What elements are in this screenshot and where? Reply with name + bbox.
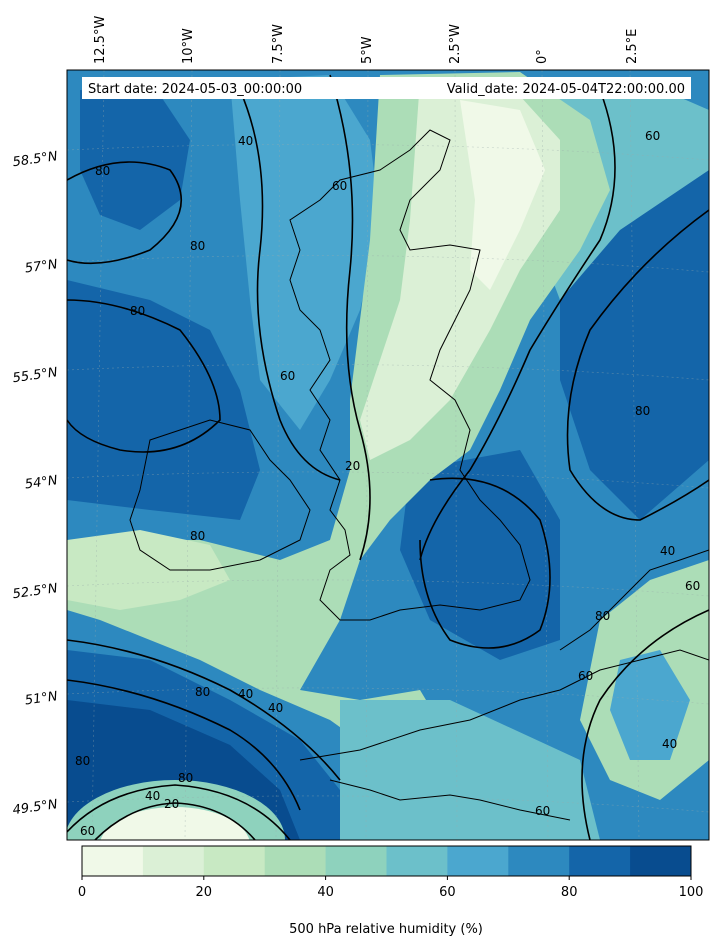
start-date-label: Start date: 2024-05-03_00:00:00 <box>88 82 302 97</box>
contour-label-40: 40 <box>660 544 675 558</box>
colorbar-tick-80: 80 <box>561 885 578 900</box>
contour-label-80: 80 <box>190 239 205 253</box>
coastlines <box>129 129 709 821</box>
contour-label-20: 20 <box>164 797 179 811</box>
graticule <box>67 70 709 840</box>
contour-label-60: 60 <box>280 369 295 383</box>
colorbar-segment <box>264 846 327 876</box>
contour-label-80: 80 <box>190 529 205 543</box>
coastline-ireland <box>129 419 311 571</box>
contour-label-60: 60 <box>80 824 95 838</box>
map-border <box>66 69 710 841</box>
lat-label-54n: 54°N <box>24 473 59 492</box>
lon-label-2-5w: 2.5°W <box>448 24 463 64</box>
lat-label-51n: 51°N <box>24 689 59 708</box>
colorbar <box>82 846 692 876</box>
humidity-field-driest-core <box>460 100 545 290</box>
colorbar-segment <box>142 846 205 876</box>
coastline-france <box>299 649 709 761</box>
colorbar-segment <box>386 846 448 876</box>
lon-label-7-5w: 7.5°W <box>271 24 286 64</box>
contour-label-60: 60 <box>578 669 593 683</box>
contour-label-80: 80 <box>75 754 90 768</box>
lat-label-49-5n: 49.5°N <box>12 797 59 818</box>
contour-label-40: 40 <box>145 789 160 803</box>
colorbar-segment <box>630 846 692 876</box>
contour-label-80: 80 <box>635 404 650 418</box>
contour-label-40: 40 <box>238 134 253 148</box>
colorbar-segment <box>82 846 144 876</box>
contour-label-60: 60 <box>535 804 550 818</box>
contour-line <box>566 209 709 521</box>
contour-label-20: 20 <box>345 459 360 473</box>
humidity-field-dry-southwest <box>67 530 230 610</box>
humidity-field-southeast-moist <box>610 650 690 760</box>
coastline-brittany <box>329 779 571 821</box>
latitude-labels: 58.5°N 57°N 55.5°N 54°N 52.5°N 51°N 49.5… <box>12 149 59 818</box>
colorbar-tick-100: 100 <box>679 885 704 900</box>
contour-line <box>67 161 183 265</box>
contour-label-60: 60 <box>645 129 660 143</box>
colorbar-tick-40: 40 <box>317 885 334 900</box>
lat-label-58-5n: 58.5°N <box>12 149 59 170</box>
colorbar-title: 500 hPa relative humidity (%) <box>289 922 483 937</box>
longitude-labels: 12.5°W 10°W 7.5°W 5°W 2.5°W 0° 2.5°E <box>93 16 640 64</box>
contour-line <box>329 74 371 561</box>
colorbar-segment <box>325 846 387 876</box>
header-box <box>82 77 691 99</box>
contour-label-80: 80 <box>95 164 110 178</box>
colorbar-tick-60: 60 <box>439 885 456 900</box>
colorbar-tick-0: 0 <box>78 885 86 900</box>
contour-line <box>67 679 301 811</box>
valid-date-label: Valid_date: 2024-05-04T22:00:00.00 <box>447 82 685 97</box>
map-area: 40 60 60 80 80 80 80 80 60 20 40 60 80 6… <box>67 70 709 840</box>
contour-line <box>67 784 291 840</box>
colorbar-border <box>81 845 692 877</box>
contour-label-40: 40 <box>662 737 677 751</box>
contour-line <box>239 89 341 481</box>
lon-label-5w: 5°W <box>360 36 375 64</box>
contour-label-60: 60 <box>685 579 700 593</box>
contour-line <box>581 609 709 840</box>
colorbar-segment <box>203 846 266 876</box>
colorbar-segment <box>447 846 509 876</box>
contour-label-80: 80 <box>595 609 610 623</box>
lat-label-57n: 57°N <box>24 257 59 276</box>
colorbar-segment <box>508 846 570 876</box>
contour-line <box>67 639 341 781</box>
lat-label-55-5n: 55.5°N <box>12 365 59 386</box>
contour-labels: 40 60 60 80 80 80 80 80 60 20 40 60 80 6… <box>75 129 700 838</box>
contour-label-80: 80 <box>130 304 145 318</box>
humidity-field-very-high-center <box>400 450 560 660</box>
humidity-field-mid-band-north <box>230 75 380 430</box>
contour-label-40: 40 <box>238 687 253 701</box>
contour-label-80: 80 <box>178 771 193 785</box>
contour-label-40: 40 <box>268 701 283 715</box>
lon-label-10w: 10°W <box>181 28 196 64</box>
coastline-belgium-netherlands <box>559 549 709 651</box>
lon-label-0: 0° <box>535 49 550 64</box>
colorbar-segment <box>569 846 631 876</box>
humidity-field-very-high-northwest <box>80 90 190 230</box>
colorbar-tick-20: 20 <box>196 885 213 900</box>
humidity-field-south-dry-center <box>100 807 250 840</box>
contour-label-80: 80 <box>195 685 210 699</box>
contour-line <box>67 299 221 453</box>
contour-label-60: 60 <box>332 179 347 193</box>
colorbar-ticks: 0 20 40 60 80 100 <box>78 876 704 900</box>
coastline-great-britain <box>289 129 531 621</box>
humidity-field-very-high-west <box>67 280 260 520</box>
lon-label-12-5w: 12.5°W <box>93 16 108 64</box>
contour-line <box>419 89 616 561</box>
lat-label-52-5n: 52.5°N <box>12 581 59 602</box>
contour-line <box>419 477 551 649</box>
contour-line <box>94 802 256 840</box>
lon-label-2-5e: 2.5°E <box>625 29 640 64</box>
contour-lines <box>67 74 709 840</box>
